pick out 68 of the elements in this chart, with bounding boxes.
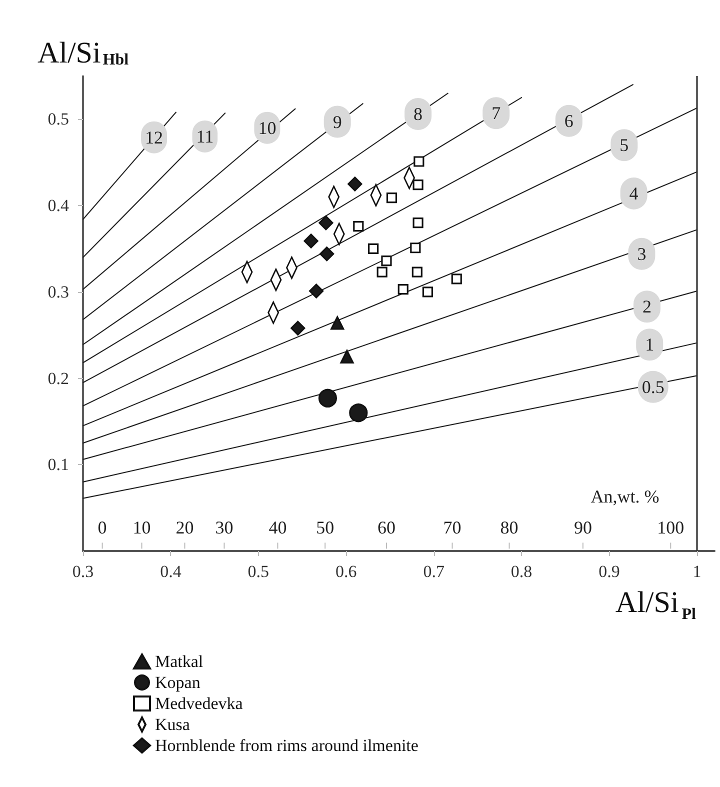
point bbox=[309, 284, 324, 298]
annotation: 40 bbox=[268, 518, 287, 538]
x-tick-label: 0.6 bbox=[336, 562, 357, 581]
annotation: 90 bbox=[574, 518, 592, 538]
point bbox=[422, 286, 433, 298]
point bbox=[340, 350, 354, 364]
point bbox=[386, 192, 398, 204]
y-tick-label: 0.2 bbox=[48, 368, 69, 388]
y-tick-label: 0.4 bbox=[48, 196, 70, 216]
legend-label: Hornblende from rims around ilmenite bbox=[155, 736, 418, 755]
x-axis-title: Al/Si$_{Pl}$ bbox=[615, 586, 696, 623]
annotation: 11 bbox=[196, 126, 214, 146]
annotation: 10 bbox=[258, 118, 276, 138]
point bbox=[381, 256, 392, 266]
point bbox=[320, 246, 334, 262]
y-tick-label: 0.1 bbox=[48, 455, 69, 474]
point bbox=[414, 156, 424, 167]
point bbox=[348, 176, 362, 192]
legend-label: Matkal bbox=[155, 652, 204, 671]
point bbox=[318, 388, 338, 408]
point bbox=[398, 284, 408, 295]
point bbox=[330, 316, 344, 330]
annotation: 80 bbox=[500, 518, 518, 538]
legend-label: Medvedevka bbox=[155, 694, 244, 713]
point bbox=[304, 234, 318, 248]
annotation: 0.5 bbox=[642, 376, 664, 397]
x-tick-label: 0.8 bbox=[510, 562, 532, 581]
point bbox=[290, 320, 306, 336]
annotation: 6 bbox=[564, 110, 574, 131]
y-axis-title: Al/SiHbl bbox=[37, 36, 130, 70]
y-tick-label: 0.5 bbox=[48, 110, 69, 129]
annotation: 1 bbox=[645, 334, 654, 355]
x-tick-label: 0.9 bbox=[598, 562, 620, 581]
annotation: 10 bbox=[132, 518, 151, 538]
point bbox=[318, 216, 334, 230]
annotation: 7 bbox=[492, 103, 501, 124]
annotation: 30 bbox=[215, 518, 234, 538]
annotation: 50 bbox=[316, 518, 334, 538]
annotation: 100 bbox=[657, 518, 684, 538]
point bbox=[376, 266, 388, 278]
annotation: 3 bbox=[637, 244, 646, 264]
x-tick-label: 0.7 bbox=[423, 562, 445, 581]
point bbox=[412, 266, 422, 278]
x-tick-label: 0.4 bbox=[160, 562, 182, 581]
annotation: 4 bbox=[629, 183, 638, 204]
point bbox=[410, 242, 421, 254]
x-tick-label: 1 bbox=[692, 562, 702, 581]
annotation: 60 bbox=[377, 518, 396, 538]
point bbox=[412, 218, 424, 228]
annotation: 5 bbox=[620, 135, 629, 156]
annotation: 2 bbox=[642, 296, 652, 317]
x-tick-label: 0.5 bbox=[248, 562, 270, 581]
point bbox=[412, 180, 424, 190]
annotation: 20 bbox=[176, 518, 194, 538]
annotation: 12 bbox=[145, 127, 164, 148]
annotation: 9 bbox=[332, 112, 342, 132]
legend-label: Kusa bbox=[155, 715, 190, 734]
point bbox=[451, 274, 462, 284]
point bbox=[368, 243, 379, 254]
annotation: 0 bbox=[98, 518, 107, 538]
annotation: An,wt. % bbox=[590, 486, 660, 507]
point bbox=[349, 404, 368, 422]
point bbox=[353, 220, 364, 232]
x-tick-label: 0.3 bbox=[72, 562, 94, 581]
annotation: 8 bbox=[414, 104, 423, 124]
legend-label: Kopan bbox=[155, 673, 201, 692]
annotation: 70 bbox=[443, 518, 462, 538]
y-tick-label: 0.3 bbox=[48, 282, 69, 302]
